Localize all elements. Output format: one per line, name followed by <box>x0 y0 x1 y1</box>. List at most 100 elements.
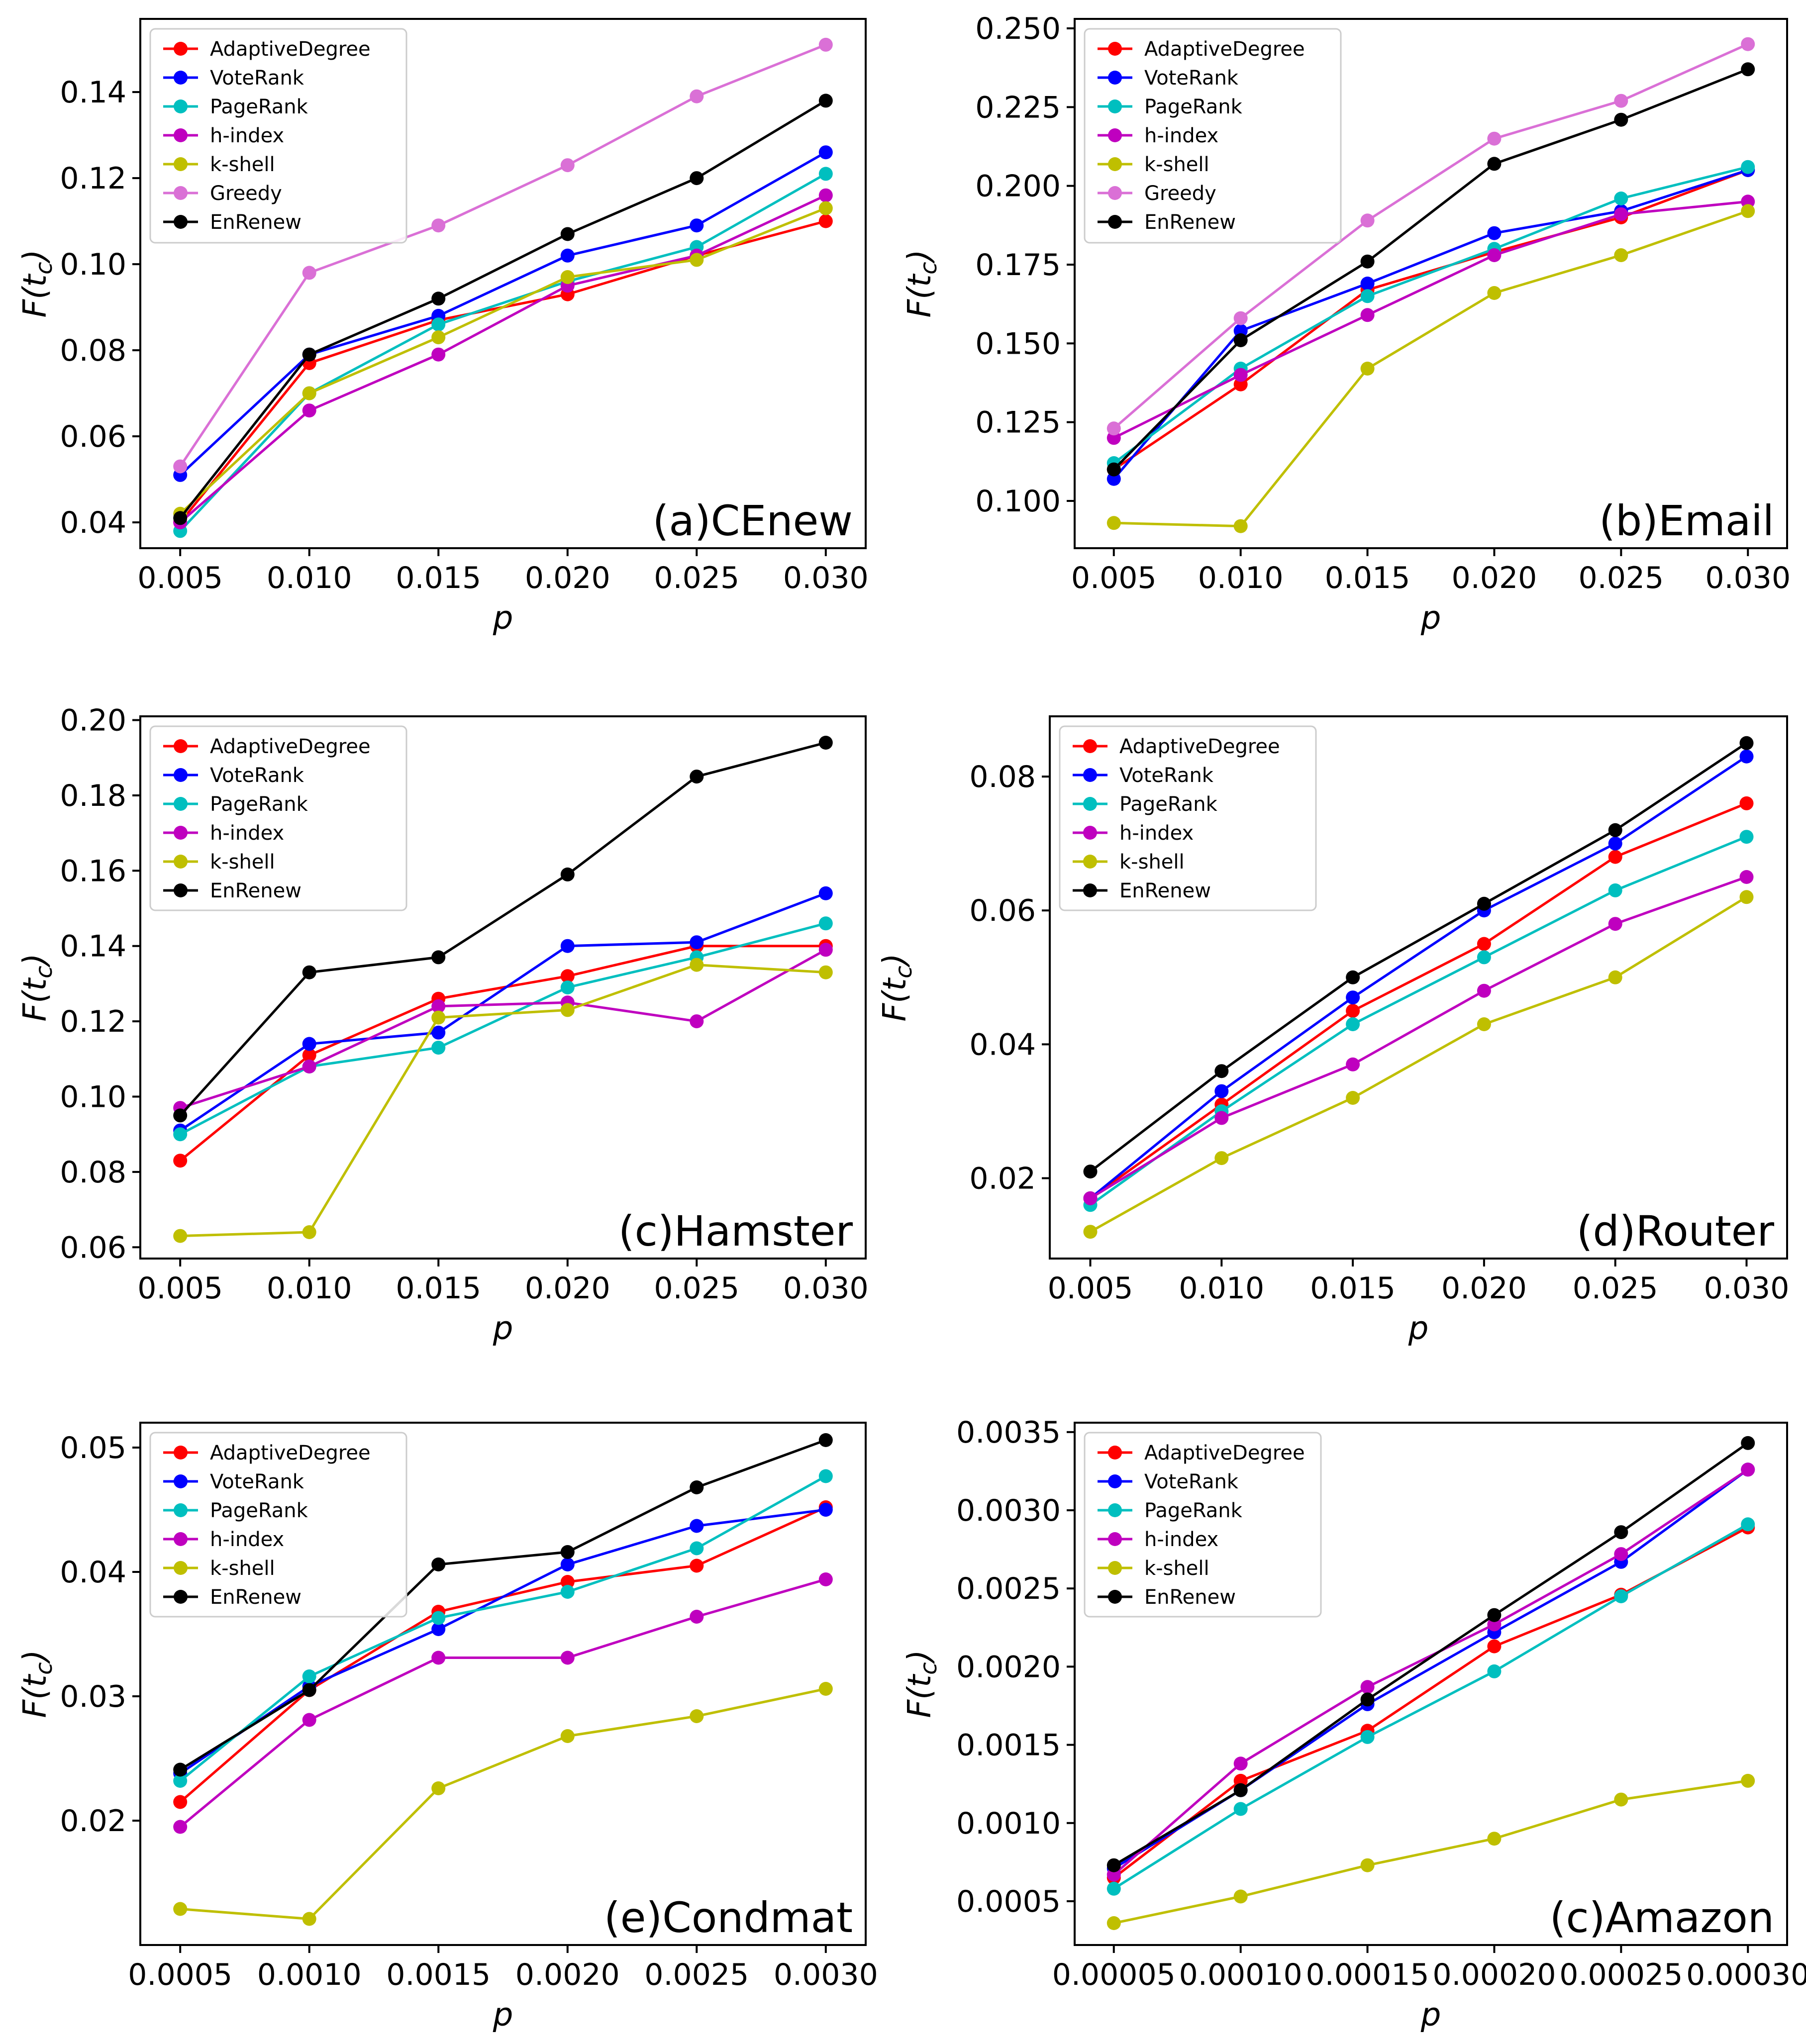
series-enrenew <box>1106 62 1755 477</box>
series-enrenew <box>173 94 833 525</box>
y-axis-label-close: ) <box>902 1650 938 1664</box>
data-point <box>690 935 704 950</box>
series-line <box>1113 68 1749 471</box>
legend-label: h-index <box>210 124 284 147</box>
y-axis-label-close: ) <box>902 249 938 264</box>
x-tick-label: 0.020 <box>525 1271 610 1306</box>
x-tick-label: 0.015 <box>1310 1271 1396 1306</box>
data-point <box>1741 1436 1755 1450</box>
y-axis-label-subscript: c <box>915 1662 942 1674</box>
y-axis-label: F(tc) <box>17 249 57 317</box>
data-point <box>1360 1858 1375 1872</box>
legend-label: k-shell <box>1144 153 1209 176</box>
data-point <box>818 188 833 202</box>
data-point <box>1360 1680 1375 1694</box>
legend-label: Greedy <box>1144 182 1216 205</box>
data-point <box>1346 990 1360 1005</box>
data-point <box>1214 1111 1229 1125</box>
data-point <box>1346 970 1360 984</box>
x-tick-label: 0.025 <box>654 1271 739 1306</box>
data-point <box>1477 937 1491 951</box>
legend-label: AdaptiveDegree <box>1119 735 1280 758</box>
y-tick-label: 0.0005 <box>956 1884 1061 1919</box>
data-point <box>1106 1916 1121 1930</box>
legend-label: PageRank <box>1119 793 1218 816</box>
data-point <box>431 317 446 332</box>
legend-label: k-shell <box>210 153 275 176</box>
y-tick-label: 0.10 <box>60 247 126 282</box>
data-point <box>818 167 833 181</box>
series-k-shell <box>1083 890 1754 1239</box>
data-point <box>690 958 704 972</box>
legend-label: EnRenew <box>210 1586 301 1609</box>
data-point <box>818 145 833 160</box>
data-point <box>1360 308 1375 322</box>
legend-marker <box>1108 1561 1122 1575</box>
panel-label: (c)Amazon <box>1550 1893 1774 1942</box>
legend-label: AdaptiveDegree <box>210 1442 371 1464</box>
x-tick-label: 0.005 <box>1048 1271 1133 1306</box>
data-point <box>431 1010 446 1025</box>
data-point <box>1233 1783 1248 1797</box>
data-point <box>560 1003 575 1017</box>
legend-marker <box>1108 1590 1122 1604</box>
data-point <box>1360 362 1375 376</box>
legend: AdaptiveDegree VoteRank PageRank h-index k-s… <box>149 725 407 911</box>
legend-label: AdaptiveDegree <box>1144 1442 1305 1464</box>
series-line <box>179 207 826 515</box>
series-k-shell <box>173 1682 833 1926</box>
legend-marker <box>1083 826 1097 840</box>
data-point <box>1487 1832 1502 1846</box>
data-point <box>1360 1692 1375 1707</box>
data-point <box>431 218 446 233</box>
y-axis-label-subscript: c <box>30 966 57 978</box>
data-point <box>818 736 833 750</box>
x-axis-label: p <box>493 1997 513 2034</box>
legend-label: VoteRank <box>210 764 304 787</box>
data-point <box>1614 1792 1628 1807</box>
data-point <box>302 347 316 362</box>
series-line <box>179 1439 826 1771</box>
legend-label: k-shell <box>1119 851 1185 874</box>
legend-label: Greedy <box>210 182 282 205</box>
series-line <box>180 1687 826 1921</box>
x-axis-label: p <box>493 600 513 637</box>
y-tick-label: 0.06 <box>969 893 1036 928</box>
legend-box <box>1084 1432 1322 1618</box>
data-point <box>1360 213 1375 228</box>
legend-marker <box>174 1474 188 1488</box>
legend-label: PageRank <box>210 1499 308 1522</box>
series-h-index <box>1106 1462 1755 1882</box>
data-point <box>1233 1802 1248 1816</box>
data-point <box>1741 37 1755 51</box>
legend-marker <box>1108 128 1122 142</box>
x-tick-label: 0.00010 <box>1179 1957 1303 1992</box>
x-tick-label: 0.00015 <box>1305 1957 1429 1992</box>
data-point <box>1487 1608 1502 1622</box>
data-point <box>560 1729 575 1743</box>
y-tick-label: 0.0035 <box>956 1415 1061 1450</box>
x-tick-label: 0.015 <box>396 1271 481 1306</box>
data-point <box>1614 207 1628 221</box>
y-tick-label: 0.04 <box>60 1555 126 1590</box>
y-axis-label-subscript: c <box>915 262 942 274</box>
legend-label: VoteRank <box>1144 67 1239 90</box>
series-line <box>179 99 827 519</box>
series-line <box>1113 43 1749 430</box>
data-point <box>1608 970 1622 984</box>
data-point <box>1739 796 1754 810</box>
y-tick-label: 0.175 <box>975 248 1061 283</box>
data-point <box>302 1037 316 1051</box>
data-point <box>431 950 446 965</box>
data-point <box>1741 204 1755 218</box>
data-point <box>1233 311 1248 325</box>
data-point <box>173 511 188 525</box>
legend-marker <box>174 186 188 200</box>
data-point <box>1477 896 1491 911</box>
legend-label: AdaptiveDegree <box>210 735 371 758</box>
series-line <box>1089 755 1747 1199</box>
data-point <box>1741 160 1755 174</box>
legend-marker <box>1083 739 1097 753</box>
x-tick-label: 0.00005 <box>1052 1957 1176 1992</box>
